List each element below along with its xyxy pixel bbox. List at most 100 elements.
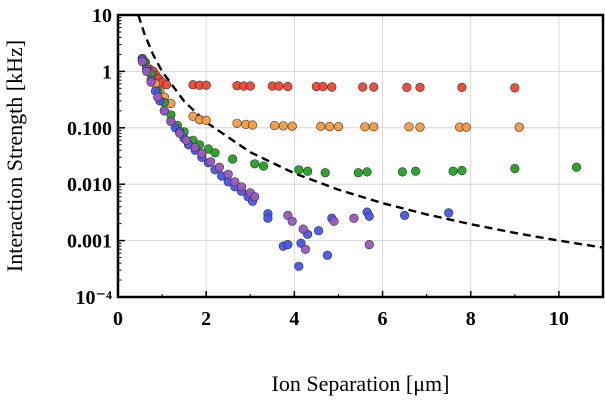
- data-point: [210, 148, 220, 158]
- data-point: [142, 66, 152, 76]
- data-point: [190, 142, 200, 152]
- data-point: [274, 81, 284, 91]
- data-point: [137, 56, 147, 67]
- data-point: [404, 122, 414, 132]
- y-tick-label: 0.100: [67, 118, 112, 140]
- data-point: [223, 169, 233, 179]
- data-point: [250, 159, 260, 169]
- data-point: [314, 226, 324, 236]
- data-point: [159, 106, 169, 116]
- data-point: [300, 244, 311, 254]
- data-point: [214, 162, 224, 172]
- x-tick-label: 10: [549, 308, 569, 330]
- x-axis-title: Ion Separation [μm]: [272, 371, 450, 396]
- data-point: [236, 182, 247, 192]
- data-point: [400, 210, 410, 220]
- data-point: [444, 208, 454, 218]
- x-tick-label: 4: [289, 308, 299, 330]
- data-point: [514, 122, 524, 132]
- data-point: [269, 120, 280, 131]
- data-point: [166, 116, 176, 126]
- data-point: [360, 122, 370, 132]
- data-point: [245, 81, 255, 91]
- x-tick-label: 0: [113, 308, 123, 330]
- data-points-layer: [137, 53, 582, 271]
- data-point: [333, 121, 344, 132]
- data-point: [322, 250, 333, 260]
- grid-lines: [117, 14, 603, 298]
- data-point: [294, 261, 304, 271]
- data-point: [448, 166, 458, 176]
- data-point: [349, 213, 359, 223]
- data-point: [298, 224, 308, 234]
- data-point: [287, 216, 297, 226]
- data-point: [161, 80, 172, 90]
- data-point: [362, 167, 372, 177]
- data-point: [358, 82, 368, 92]
- data-point: [153, 92, 163, 102]
- data-point: [230, 177, 240, 187]
- data-point: [364, 211, 374, 221]
- data-point: [397, 167, 408, 177]
- data-point: [415, 122, 425, 132]
- data-point: [369, 82, 379, 92]
- data-point: [571, 162, 582, 172]
- data-point: [146, 77, 156, 87]
- data-point: [263, 213, 273, 223]
- data-point: [364, 240, 374, 250]
- axis-tick-labels: 0 2 4 6 8 10 10⁻⁴ 0.001 0.010 0.100 1 10: [67, 5, 569, 330]
- data-point: [201, 80, 211, 90]
- y-axis-title: Interaction Strength [kHz]: [2, 40, 27, 272]
- data-point: [510, 163, 520, 174]
- data-point: [197, 148, 207, 159]
- data-point: [278, 121, 288, 131]
- y-tick-label: 1: [102, 61, 112, 83]
- data-point: [316, 121, 326, 131]
- data-point: [228, 154, 238, 164]
- data-point: [294, 165, 304, 175]
- axis-ticks: [117, 14, 560, 298]
- series-group: [137, 55, 524, 132]
- data-point: [369, 122, 379, 132]
- data-point: [457, 165, 467, 176]
- reference-curve: [137, 14, 604, 249]
- data-point: [258, 161, 269, 171]
- data-point: [327, 82, 337, 92]
- x-tick-label: 6: [378, 308, 388, 330]
- data-point: [175, 128, 185, 138]
- series-group: [137, 56, 374, 254]
- data-point: [415, 82, 425, 92]
- data-point: [318, 81, 328, 92]
- data-point: [329, 216, 339, 226]
- reference-curve-layer: [137, 14, 604, 249]
- data-point: [510, 83, 520, 93]
- data-point: [250, 192, 260, 202]
- data-point: [283, 240, 293, 250]
- data-point: [283, 81, 293, 92]
- data-point: [402, 82, 412, 92]
- data-point: [206, 157, 216, 167]
- y-tick-label: 0.010: [67, 174, 112, 196]
- data-point: [181, 135, 191, 145]
- y-tick-label: 0.001: [67, 231, 112, 253]
- data-point: [353, 168, 363, 178]
- data-point: [247, 120, 258, 130]
- data-point: [325, 121, 335, 132]
- data-point: [320, 168, 330, 178]
- data-point: [201, 115, 211, 125]
- x-tick-label: 2: [201, 308, 211, 330]
- data-point: [232, 118, 242, 128]
- data-point: [287, 121, 297, 131]
- y-tick-label: 10⁻⁴: [75, 287, 112, 309]
- data-point: [461, 122, 471, 132]
- plot-frame: [116, 13, 605, 299]
- y-tick-label: 10: [92, 5, 112, 27]
- series-group: [137, 53, 520, 93]
- x-tick-label: 8: [466, 308, 476, 330]
- data-point: [303, 166, 313, 176]
- data-point: [457, 82, 467, 92]
- series-group: [139, 56, 582, 178]
- data-point: [411, 166, 421, 176]
